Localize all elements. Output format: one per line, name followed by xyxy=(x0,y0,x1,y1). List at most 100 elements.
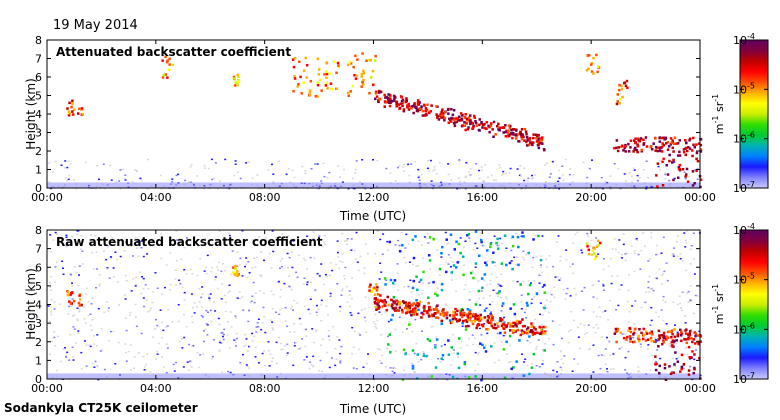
noise-pixel xyxy=(627,321,630,323)
noise-pixel xyxy=(182,366,185,368)
data-cell xyxy=(72,108,76,112)
data-cell xyxy=(636,337,640,340)
noise-pixel xyxy=(500,174,503,176)
noise-pixel xyxy=(72,356,75,358)
noise-pixel xyxy=(239,257,242,260)
y-tick-label: 1 xyxy=(35,354,42,367)
noise-pixel xyxy=(298,317,301,320)
noise-pixel xyxy=(259,274,262,277)
data-cell xyxy=(373,293,377,296)
data-cell xyxy=(585,242,589,245)
noise-pixel xyxy=(78,308,81,310)
noise-pixel xyxy=(220,298,223,300)
data-cell xyxy=(654,362,657,366)
noise-pixel xyxy=(131,244,134,246)
noise-pixel xyxy=(202,353,205,355)
data-cell xyxy=(670,329,674,332)
data-cell xyxy=(489,124,493,127)
data-cell xyxy=(617,146,621,149)
data-cell xyxy=(684,153,687,157)
noise-pixel xyxy=(177,245,180,247)
noise-pixel xyxy=(503,316,506,319)
colorbar-ticks: 10-410-510-610-7 xyxy=(733,32,768,195)
data-cell xyxy=(465,119,469,122)
data-cell xyxy=(442,312,446,316)
noise-pixel xyxy=(640,346,642,348)
data-cell xyxy=(502,323,505,326)
noise-pixel xyxy=(545,258,548,260)
noise-pixel xyxy=(73,328,76,330)
noise-pixel xyxy=(76,318,79,320)
data-cell xyxy=(430,104,433,107)
data-cell xyxy=(493,326,497,330)
noise-pixel xyxy=(507,361,510,364)
noise-pixel xyxy=(290,251,293,253)
noise-pixel xyxy=(312,365,315,367)
noise-pixel xyxy=(229,371,232,374)
noise-pixel xyxy=(603,355,605,357)
data-cell xyxy=(442,311,445,314)
noise-pixel xyxy=(302,257,305,260)
data-cell xyxy=(453,121,457,124)
noise-pixel xyxy=(214,279,217,281)
data-cell xyxy=(670,141,673,145)
noise-pixel xyxy=(278,313,281,316)
noise-pixel xyxy=(577,326,579,329)
noise-pixel xyxy=(193,243,196,245)
data-cell xyxy=(423,114,427,117)
data-cell xyxy=(528,138,531,141)
noise-pixel xyxy=(396,166,399,169)
data-cell xyxy=(481,123,485,127)
data-cell xyxy=(412,308,415,311)
noise-pixel xyxy=(662,273,665,275)
noise-pixel xyxy=(493,342,496,344)
data-cell xyxy=(525,328,529,331)
noise-pixel xyxy=(658,268,661,271)
data-cell xyxy=(469,114,472,117)
noise-pixel xyxy=(250,300,253,302)
data-cell xyxy=(436,294,439,297)
noise-pixel xyxy=(392,367,395,369)
noise-pixel xyxy=(563,355,566,357)
noise-pixel xyxy=(509,361,512,363)
noise-pixel xyxy=(159,309,162,311)
data-cell xyxy=(375,95,379,98)
noise-pixel xyxy=(294,341,297,344)
noise-pixel xyxy=(468,299,471,301)
data-cell xyxy=(407,108,411,111)
data-cell xyxy=(516,235,520,239)
noise-pixel xyxy=(545,162,548,164)
noise-pixel xyxy=(685,269,687,272)
data-cell xyxy=(440,288,444,292)
data-cell xyxy=(168,57,171,61)
data-cell xyxy=(478,316,481,319)
noise-pixel xyxy=(221,263,224,265)
noise-pixel xyxy=(521,353,523,355)
noise-pixel xyxy=(49,275,52,278)
data-cell xyxy=(490,345,493,348)
data-cell xyxy=(629,340,632,343)
noise-pixel xyxy=(253,257,256,259)
noise-pixel xyxy=(673,365,676,368)
noise-pixel xyxy=(314,163,317,165)
plot-frame xyxy=(46,229,701,380)
noise-pixel xyxy=(299,347,302,349)
noise-pixel xyxy=(331,269,334,272)
noise-pixel xyxy=(277,160,280,163)
noise-pixel xyxy=(336,283,339,285)
noise-pixel xyxy=(263,364,266,367)
noise-pixel xyxy=(205,323,208,325)
noise-pixel xyxy=(386,240,389,243)
noise-pixel xyxy=(531,174,533,177)
noise-pixel xyxy=(234,338,237,340)
data-cell xyxy=(423,309,426,312)
data-cell xyxy=(699,178,703,181)
data-cell xyxy=(398,302,401,305)
noise-pixel xyxy=(386,249,389,251)
noise-pixel xyxy=(685,346,688,349)
noise-pixel xyxy=(633,252,636,255)
noise-pixel xyxy=(445,304,448,306)
noise-pixel xyxy=(434,336,437,338)
noise-pixel xyxy=(394,244,397,246)
data-cell xyxy=(421,114,425,117)
